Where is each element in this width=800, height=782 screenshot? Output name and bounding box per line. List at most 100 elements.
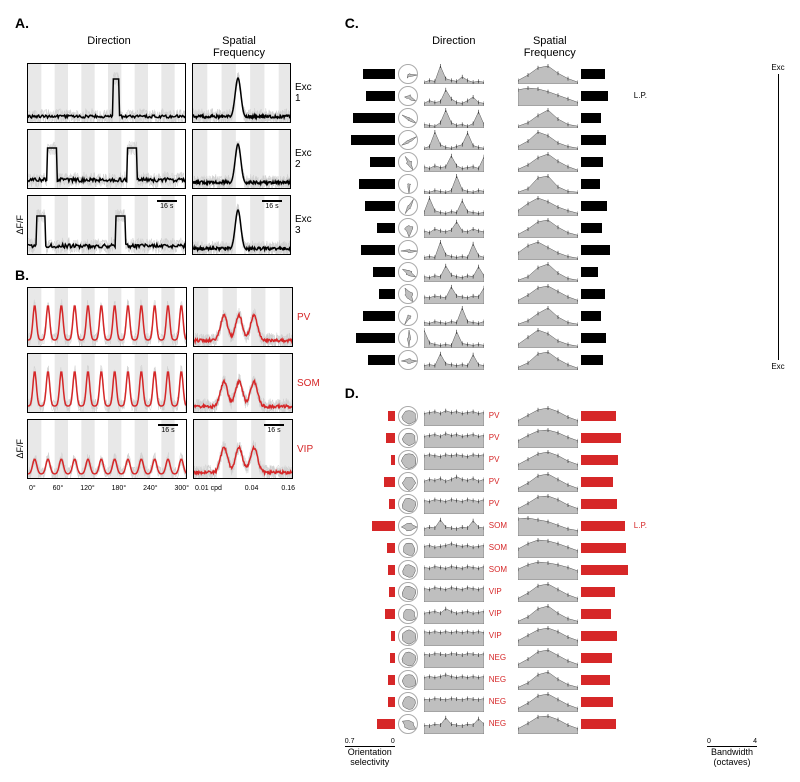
bw-bar [581,135,606,145]
osi-bar [391,631,395,641]
c-sf-header: Spatial Frequency [517,35,583,59]
sf-tuning [518,284,578,304]
direction-tuning [424,450,484,470]
osi-bar-wrap [345,653,395,663]
scale-bar: 16 s [264,424,284,434]
osi-bar-wrap [345,609,395,619]
bw-bar [581,411,616,421]
sf-tuning [518,604,578,624]
polar-plot [398,284,418,304]
direction-tuning [424,406,484,426]
osi-bar [389,499,395,509]
sf-tuning [518,64,578,84]
polar-plot [398,64,418,84]
polar-plot [398,582,418,602]
bw-bar-wrap [581,499,631,509]
osi-bar [386,433,395,443]
bw-bar [581,267,599,277]
osi-bar [372,521,395,531]
panel-B-label: B. [15,267,320,283]
bw-bar-wrap [581,311,631,321]
polar-plot [398,604,418,624]
osi-bar-wrap [345,477,395,487]
trace-label: Exc 1 [295,82,320,104]
bw-bar [581,719,616,729]
exc-top: Exc [771,63,784,72]
sf-tuning [518,240,578,260]
sf-trace [193,287,293,347]
tuning-row [345,195,771,216]
osi-bar [387,543,395,553]
osi-bar-wrap [345,289,395,299]
osi-bar [359,179,395,189]
polar-plot [398,130,418,150]
bw-bar [581,113,601,123]
bw-bar-wrap [581,719,631,729]
bw-bar [581,631,617,641]
panelA-headers: Direction Spatial Frequency [29,35,289,59]
polar-plot [398,196,418,216]
trace-row: SOM [15,353,320,413]
osi-bar [356,333,395,343]
direction-trace [27,129,186,189]
polar-plot [398,692,418,712]
bw-bar-wrap [581,521,631,531]
sf-tuning [518,262,578,282]
header-sf: Spatial Frequency [189,35,289,59]
direction-trace: 60 16 s [27,419,187,479]
polar-plot [398,262,418,282]
sf-trace [192,63,291,123]
sf-tuning [518,152,578,172]
bw-bar-wrap [581,477,631,487]
trace-label: Exc 3 [295,214,320,236]
neuron-label: SOM [489,543,515,552]
osi-bar [351,135,395,145]
tuning-row [345,261,771,282]
tuning-row [345,239,771,260]
sf-tuning [518,306,578,326]
osi-bar [389,587,395,597]
direction-tuning [424,714,484,734]
bw-bar-wrap [581,157,631,167]
polar-plot [398,516,418,536]
sf-trace: 16 s [193,419,293,479]
osi-bar [388,675,395,685]
scale-bar: 16 s [157,200,177,210]
tuning-row [345,129,771,150]
tuning-row: VIP [345,625,785,646]
osi-bar-wrap [345,697,395,707]
sf-tuning [518,130,578,150]
bw-bar [581,609,611,619]
polar-plot [398,714,418,734]
sf-tuning [518,450,578,470]
tuning-row [345,349,771,370]
osi-bar-wrap [345,355,395,365]
bw-bar-wrap [581,113,631,123]
osi-bar-wrap [345,675,395,685]
bw-bar [581,289,605,299]
polar-plot [398,648,418,668]
panel-D-label: D. [345,385,785,401]
osi-bar-wrap [345,333,395,343]
osi-bar [370,157,395,167]
trace-row: ΔF/F 60 16 s 16 s VIP [15,419,320,479]
sf-tick: 0.04 [245,485,259,492]
panel-C-label: C. [345,15,785,31]
tuning-row: VIP [345,581,785,602]
polar-plot [398,328,418,348]
direction-tuning [424,64,484,84]
c-dir-header: Direction [421,35,487,59]
panelC-headers: Direction Spatial Frequency [345,35,785,59]
bw-bar [581,69,605,79]
neuron-label: NEG [489,653,515,662]
osi-bar-wrap [345,201,395,211]
sf-tuning [518,196,578,216]
sf-tuning [518,714,578,734]
bw-bar-wrap [581,697,631,707]
bw-bar-wrap [581,433,631,443]
direction-tuning [424,648,484,668]
osi-bar [353,113,394,123]
direction-tuning [424,516,484,536]
direction-tuning [424,670,484,690]
bw-bar [581,201,607,211]
